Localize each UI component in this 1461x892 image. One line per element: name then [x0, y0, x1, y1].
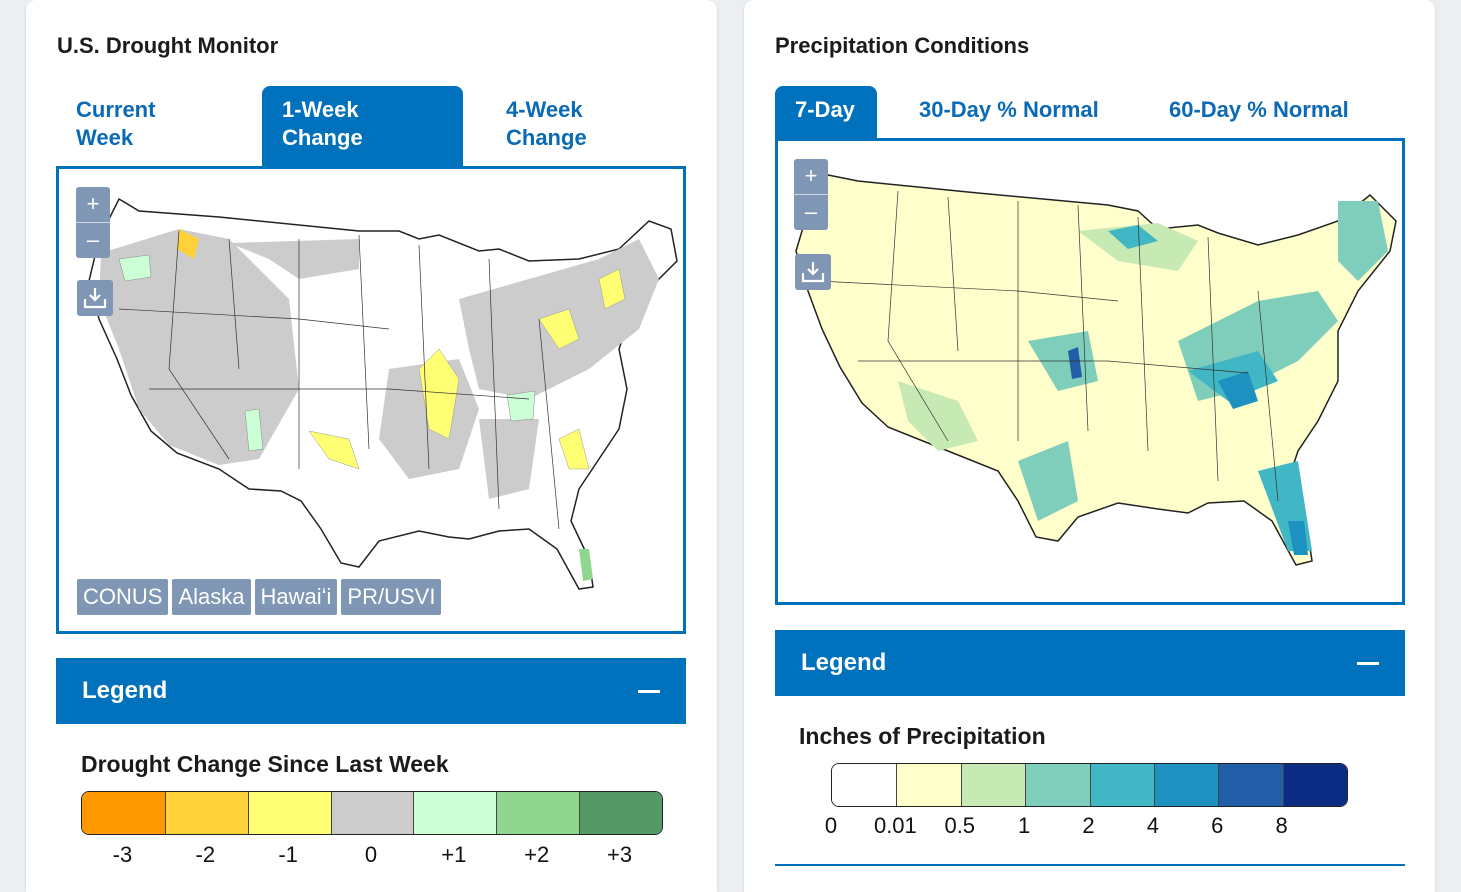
download-icon: [83, 288, 107, 309]
drought-monitor-card: U.S. Drought Monitor Current Week 1-Week…: [26, 0, 717, 892]
zoom-in-button[interactable]: +: [86, 191, 100, 216]
precip-swatch-2: [960, 764, 1026, 806]
drought-swatch-4: [413, 792, 497, 834]
drought-download-button[interactable]: [77, 280, 113, 316]
zoom-out-button[interactable]: –: [76, 222, 110, 258]
precip-scale-label: 1: [1018, 813, 1031, 838]
drought-tabs: Current Week 1-Week Change 4-Week Change: [56, 86, 686, 166]
legend-title: Legend: [82, 677, 168, 704]
minus-icon[interactable]: [1357, 661, 1379, 665]
precip-swatch-7: [1282, 764, 1347, 806]
drought-zoom-control: + –: [76, 187, 110, 258]
precipitation-map[interactable]: + –: [775, 138, 1405, 605]
drought-color-scale: [81, 791, 663, 835]
drought-scale-label: -2: [195, 842, 216, 867]
drought-scale-label: +3: [607, 842, 633, 867]
drought-swatch-0: [82, 792, 165, 834]
drought-legend-header[interactable]: Legend: [56, 658, 686, 724]
precipitation-title: Precipitation Conditions: [775, 33, 1030, 58]
tab-label-line2: Week: [76, 125, 134, 150]
precipitation-card: Precipitation Conditions 7-Day 30-Day % …: [744, 0, 1435, 892]
tab-label-line2: Change: [282, 125, 363, 150]
drought-scale-label: -1: [278, 842, 298, 867]
precip-swatch-3: [1025, 764, 1090, 806]
precip-swatch-1: [896, 764, 961, 806]
minus-icon[interactable]: [638, 689, 660, 693]
region-alaska-button[interactable]: Alaska: [172, 579, 251, 615]
tab-label-line1: 4-Week: [506, 97, 583, 122]
tab-label-line1: Current: [76, 97, 156, 122]
region-hawaii-button[interactable]: Hawaiʻi: [254, 579, 338, 615]
drought-scale-label: +1: [441, 842, 467, 867]
precip-color-scale: [831, 763, 1348, 807]
precipitation-map-image: [795, 174, 1397, 566]
drought-scale-label: -3: [112, 842, 133, 867]
precip-swatch-0: [832, 764, 897, 806]
tab-1-week-change[interactable]: 1-Week Change: [262, 86, 463, 166]
drought-monitor-title: U.S. Drought Monitor: [57, 33, 279, 58]
precip-swatch-6: [1218, 764, 1283, 806]
precip-legend-header[interactable]: Legend: [775, 630, 1405, 696]
drought-map[interactable]: + – CONUS Alaska Hawaiʻi PR/USVI: [56, 166, 686, 634]
precip-scale-label: 0.5: [944, 813, 976, 838]
drought-swatch-1: [164, 792, 248, 834]
legend-title: Legend: [801, 649, 887, 676]
precip-scale-labels: 0 0.01 0.5 1 2 4 6 8: [825, 813, 1346, 841]
region-pr-usvi-button[interactable]: PR/USVI: [341, 579, 442, 615]
drought-scale-label: +2: [524, 842, 550, 867]
region-conus-button[interactable]: CONUS: [77, 579, 169, 615]
section-divider: [775, 864, 1405, 866]
precipitation-tabs: 7-Day 30-Day % Normal 60-Day % Normal: [775, 86, 1405, 166]
precip-scale-label: 0: [824, 813, 838, 838]
precip-scale-label: 0.01: [873, 813, 917, 838]
tab-7-day[interactable]: 7-Day: [775, 86, 877, 138]
tab-label-line1: 1-Week: [282, 97, 359, 122]
drought-change-map-image: [88, 197, 678, 590]
precip-scale-label: 8: [1275, 813, 1288, 838]
tab-60-day-normal[interactable]: 60-Day % Normal: [1169, 97, 1349, 122]
tab-4-week-change[interactable]: 4-Week Change: [486, 86, 686, 166]
drought-scale-label: 0: [364, 842, 378, 867]
precip-swatch-5: [1153, 764, 1219, 806]
zoom-in-button[interactable]: +: [804, 163, 818, 188]
drought-legend-subtitle: Drought Change Since Last Week: [81, 751, 449, 777]
precip-scale-label: 2: [1082, 813, 1095, 838]
drought-scale-labels: -3 -2 -1 0 +1 +2 +3: [81, 842, 661, 870]
zoom-out-button[interactable]: –: [794, 194, 828, 230]
precip-swatch-4: [1089, 764, 1154, 806]
precip-legend-subtitle: Inches of Precipitation: [799, 723, 1046, 749]
tab-current-week[interactable]: Current Week: [56, 86, 256, 166]
tab-30-day-normal[interactable]: 30-Day % Normal: [919, 97, 1099, 122]
region-selector: CONUS Alaska Hawaiʻi PR/USVI: [77, 579, 442, 615]
precip-zoom-control: + –: [794, 159, 828, 230]
drought-swatch-6: [579, 792, 662, 834]
drought-swatch-5: [496, 792, 580, 834]
tab-label-line2: Change: [506, 125, 587, 150]
drought-swatch-2: [247, 792, 331, 834]
drought-swatch-3: [330, 792, 414, 834]
precip-scale-label: 4: [1146, 813, 1159, 838]
download-icon: [801, 262, 825, 283]
precip-download-button[interactable]: [795, 254, 831, 290]
precip-scale-label: 6: [1211, 813, 1224, 838]
